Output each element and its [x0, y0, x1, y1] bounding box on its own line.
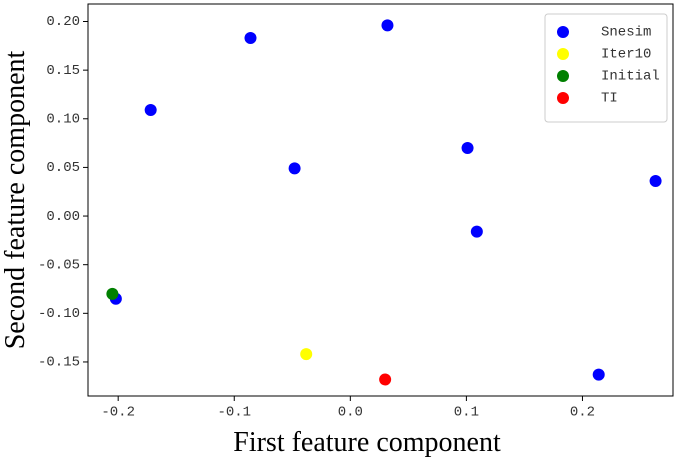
point: [106, 287, 119, 300]
point: [300, 348, 313, 361]
y-tick-label: 0.15: [46, 63, 80, 79]
point: [288, 162, 301, 175]
y-tick-label: 0.05: [46, 160, 80, 176]
point: [470, 225, 483, 238]
legend-label: Snesim: [601, 25, 651, 41]
x-tick-label: -0.2: [101, 405, 135, 421]
point: [379, 373, 392, 386]
y-tick-label: -0.05: [38, 257, 80, 273]
legend-box: [544, 13, 668, 123]
legend-marker: [557, 48, 569, 60]
legend-marker: [557, 70, 569, 82]
legend-label: Initial: [601, 69, 660, 85]
y-axis-title: Second feature component: [0, 51, 31, 350]
y-tick-label: 0.20: [46, 14, 80, 30]
y-tick-label: -0.15: [38, 355, 80, 371]
legend-label: Iter10: [601, 47, 651, 63]
legend-marker: [557, 92, 569, 104]
x-tick-label: 0.2: [570, 405, 595, 421]
y-tick-label: 0.00: [46, 209, 80, 225]
point: [381, 19, 394, 32]
plot-frame: [87, 3, 674, 397]
point: [244, 32, 257, 45]
legend-marker: [557, 26, 569, 38]
x-tick-label: -0.1: [217, 405, 251, 421]
point: [649, 175, 662, 188]
x-tick-label: 0.1: [454, 405, 479, 421]
x-tick-label: 0.0: [338, 405, 363, 421]
point: [461, 141, 474, 154]
x-axis-title: First feature component: [233, 427, 501, 458]
legend-label: TI: [601, 91, 618, 107]
y-tick-label: -0.10: [38, 306, 80, 322]
point: [144, 104, 157, 117]
point: [592, 368, 605, 381]
y-tick-label: 0.10: [46, 111, 80, 127]
